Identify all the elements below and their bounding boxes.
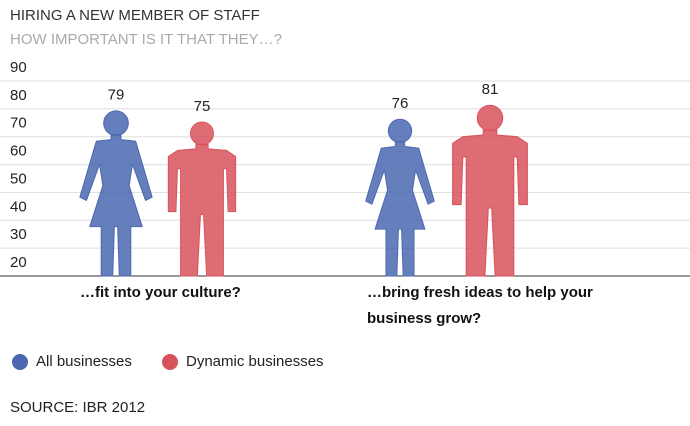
- y-tick-label: 80: [10, 87, 27, 104]
- legend-label: All businesses: [36, 353, 132, 370]
- legend-swatch: [162, 354, 178, 370]
- figure: [79, 110, 153, 277]
- y-tick-label: 40: [10, 198, 27, 215]
- y-tick-label: 20: [10, 254, 27, 271]
- category-label: …bring fresh ideas to help your business…: [367, 284, 593, 327]
- value-label: 79: [108, 87, 125, 104]
- y-tick-label: 70: [10, 115, 27, 132]
- chart-subtitle: HOW IMPORTANT IS IT THAT THEY…?: [10, 31, 282, 48]
- category-label: …fit into your culture?: [80, 284, 241, 301]
- y-tick-label: 30: [10, 226, 27, 243]
- figure: [452, 104, 528, 277]
- figure: [365, 118, 435, 277]
- value-label: 76: [392, 95, 409, 112]
- y-tick-label: 50: [10, 170, 27, 187]
- legend-swatch: [12, 354, 28, 370]
- value-label: 81: [482, 81, 499, 98]
- source: SOURCE: IBR 2012: [10, 399, 145, 416]
- y-tick-label: 60: [10, 143, 27, 160]
- value-label: 75: [194, 98, 211, 115]
- y-tick-label: 90: [10, 59, 27, 76]
- legend-label: Dynamic businesses: [186, 353, 324, 370]
- chart-title: HIRING A NEW MEMBER OF STAFF: [10, 7, 260, 24]
- figure: [167, 121, 237, 277]
